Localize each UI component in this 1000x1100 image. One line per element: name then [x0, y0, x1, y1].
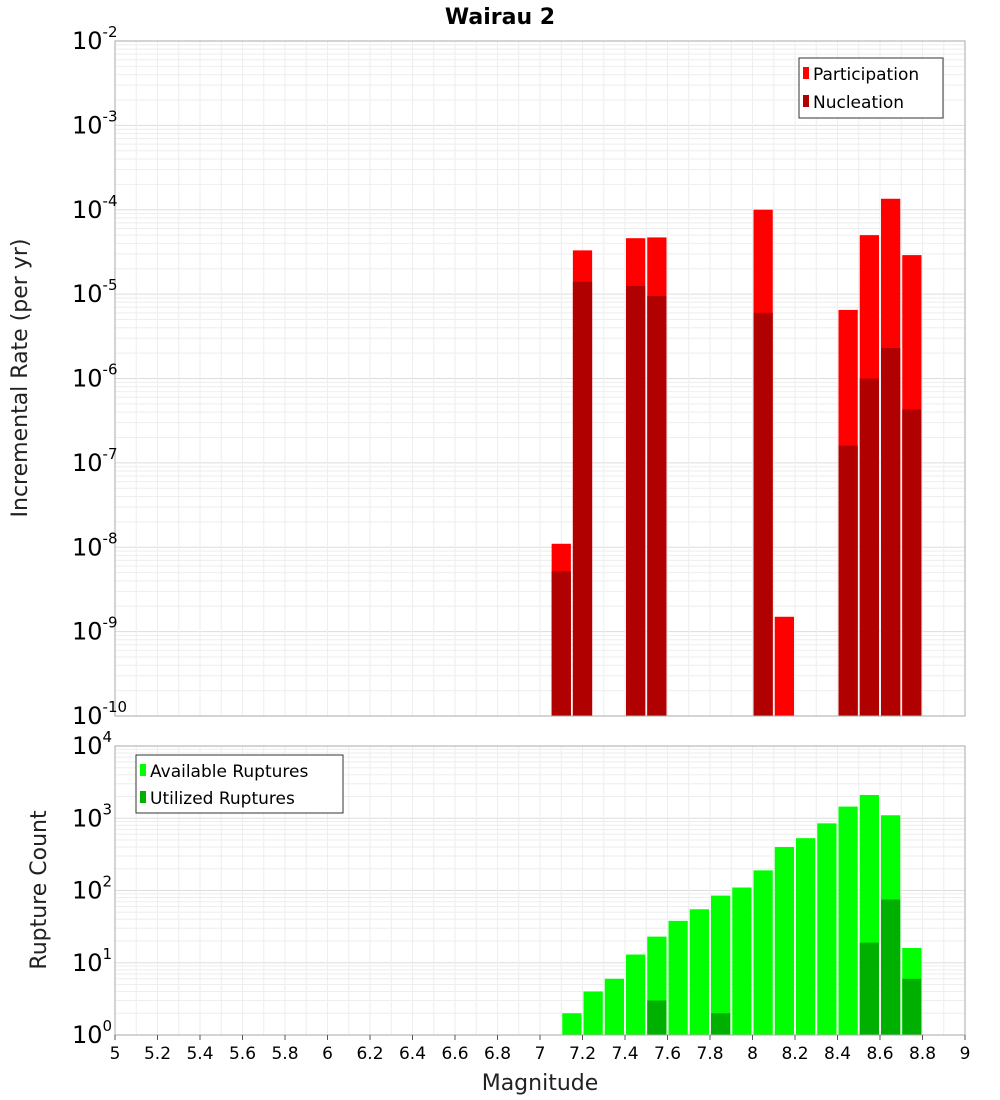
x-tick-label: 7	[535, 1044, 546, 1064]
x-tick-label: 9	[960, 1044, 971, 1064]
bottom-available-ruptures-bar	[583, 991, 603, 1035]
bottom-available-ruptures-bar	[817, 823, 837, 1035]
legend-utilized-label: Utilized Ruptures	[150, 789, 295, 809]
top-legend: Participation Nucleation	[798, 57, 944, 119]
top-plot: 10-2 10-3 10-4 10-5 10-6 10-7 10-8 10-9 10-10 In…	[8, 23, 966, 730]
top-nucleation-bar	[902, 409, 922, 716]
y-tick-label: 104	[72, 728, 112, 760]
x-tick-label: 5.4	[186, 1044, 213, 1064]
top-nucleation-bar	[647, 296, 667, 716]
legend-nucleation-label: Nucleation	[813, 93, 904, 113]
x-ticks: 5 5.2 5.4 5.6 5.8 6 6.2 6.4 6.6 6.8 7 7.2 7.4 7.6 7.8 8…	[110, 1035, 971, 1064]
top-y-axis-label: Incremental Rate (per yr)	[8, 239, 33, 518]
bottom-y-ticks: 104 103 102 101 100	[72, 728, 112, 1049]
top-legend-box	[798, 57, 944, 119]
x-tick-label: 7.2	[569, 1044, 596, 1064]
top-nucleation-bar	[551, 571, 571, 716]
bottom-available-ruptures-bar	[838, 806, 858, 1035]
x-tick-label: 5.6	[229, 1044, 256, 1064]
bottom-utilized-ruptures-bar	[711, 1013, 731, 1035]
bottom-available-ruptures-bar	[626, 954, 646, 1035]
y-tick-label: 10-8	[72, 529, 118, 561]
top-bars	[551, 198, 922, 717]
x-tick-label: 6.2	[356, 1044, 383, 1064]
legend-utilized-swatch	[140, 791, 146, 803]
bottom-available-ruptures-bar	[689, 909, 709, 1035]
top-nucleation-bar	[838, 445, 858, 716]
y-tick-label: 101	[72, 945, 112, 977]
legend-available-swatch	[140, 764, 146, 776]
y-tick-label: 10-9	[72, 614, 118, 646]
y-tick-label: 10-5	[72, 276, 118, 308]
y-tick-label: 102	[72, 873, 112, 905]
top-plot-border	[114, 40, 966, 717]
y-tick-label: 10-7	[72, 445, 118, 477]
bottom-utilized-ruptures-bar	[647, 1000, 667, 1035]
x-tick-label: 7.4	[611, 1044, 638, 1064]
top-nucleation-bar	[881, 347, 901, 716]
legend-available-label: Available Ruptures	[150, 762, 308, 782]
bottom-available-ruptures-bar	[711, 895, 731, 1035]
bottom-plot: 104 103 102 101 100 5 5.2 5.4 5.6 5.8 6 6.2 6.4 6.6 6…	[27, 728, 970, 1096]
x-tick-label: 5	[110, 1044, 121, 1064]
x-tick-label: 8	[747, 1044, 758, 1064]
x-tick-label: 6	[322, 1044, 333, 1064]
bottom-bars	[562, 794, 922, 1035]
y-tick-label: 10-4	[72, 192, 118, 224]
x-tick-label: 7.8	[696, 1044, 723, 1064]
x-tick-label: 5.8	[271, 1044, 298, 1064]
x-tick-label: 8.8	[909, 1044, 936, 1064]
bottom-utilized-ruptures-bar	[881, 899, 901, 1035]
bottom-available-ruptures-bar	[753, 870, 773, 1035]
bottom-available-ruptures-bar	[604, 978, 624, 1035]
bottom-available-ruptures-bar	[796, 838, 816, 1035]
x-tick-label: 6.6	[441, 1044, 468, 1064]
bottom-utilized-ruptures-bar	[902, 978, 922, 1035]
top-nucleation-bar	[859, 378, 879, 716]
x-tick-label: 6.4	[399, 1044, 426, 1064]
x-tick-label: 8.4	[824, 1044, 851, 1064]
top-y-ticks: 10-2 10-3 10-4 10-5 10-6 10-7 10-8 10-9 10-10	[72, 23, 127, 730]
x-tick-label: 8.6	[866, 1044, 893, 1064]
y-tick-label: 10-3	[72, 107, 118, 139]
legend-participation-label: Participation	[813, 65, 919, 85]
bottom-y-axis-label: Rupture Count	[27, 810, 52, 970]
chart-title: Wairau 2	[445, 5, 555, 30]
y-tick-label: 103	[72, 800, 112, 832]
x-tick-label: 6.8	[484, 1044, 511, 1064]
legend-nucleation-swatch	[803, 95, 809, 107]
bottom-available-ruptures-bar	[668, 920, 688, 1035]
top-nucleation-bar	[572, 281, 593, 716]
y-tick-label: 100	[72, 1017, 112, 1049]
y-tick-label: 10-6	[72, 361, 118, 393]
x-tick-label: 7.6	[654, 1044, 681, 1064]
bottom-available-ruptures-bar	[774, 847, 794, 1035]
top-nucleation-bar	[626, 285, 646, 716]
x-axis-label: Magnitude	[482, 1071, 599, 1096]
bottom-available-ruptures-bar	[562, 1013, 582, 1035]
bottom-available-ruptures-bar	[732, 887, 752, 1035]
bottom-legend: Available Ruptures Utilized Ruptures	[135, 754, 344, 814]
bottom-utilized-ruptures-bar	[859, 942, 879, 1035]
top-nucleation-bar	[753, 312, 773, 716]
x-tick-label: 8.2	[781, 1044, 808, 1064]
y-tick-label: 10-10	[72, 698, 127, 730]
x-tick-label: 5.2	[144, 1044, 171, 1064]
y-tick-label: 10-2	[72, 23, 118, 55]
bottom-legend-box	[135, 754, 344, 814]
legend-participation-swatch	[803, 67, 809, 79]
top-participation-bar	[774, 616, 794, 716]
top-grid	[114, 41, 966, 717]
